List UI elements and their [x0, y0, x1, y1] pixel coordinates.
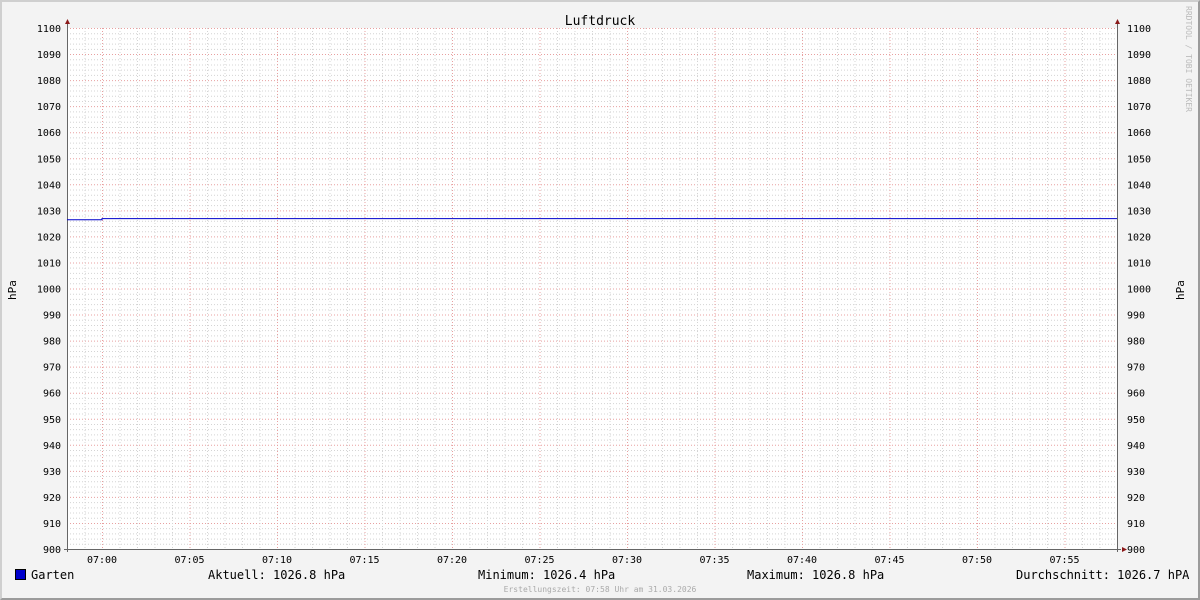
x-tick-label: 07:45 — [874, 555, 904, 566]
x-tick-label: 07:55 — [1049, 555, 1079, 566]
y-tick-label-right: 1100 — [1127, 24, 1151, 35]
x-tick-label: 07:10 — [262, 555, 292, 566]
legend-minimum: Minimum: 1026.4 hPa — [478, 568, 616, 582]
y-tick-label-left: 940 — [43, 441, 61, 452]
y-tick-label-right: 1040 — [1127, 180, 1151, 191]
legend-aktuell: Aktuell: 1026.8 hPa — [208, 568, 346, 582]
y-axis-label-right: hPa — [1174, 280, 1187, 300]
y-tick-label-right: 970 — [1127, 363, 1145, 374]
y-tick-label-right: 950 — [1127, 415, 1145, 426]
chart-title: Luftdruck — [565, 14, 636, 29]
y-tick-label-left: 930 — [43, 467, 61, 478]
x-tick-label: 07:35 — [699, 555, 729, 566]
y-tick-label-right: 960 — [1127, 389, 1145, 400]
y-tick-label-right: 1080 — [1127, 76, 1151, 87]
y-tick-label-right: 940 — [1127, 441, 1145, 452]
x-tick-label: 07:00 — [87, 555, 117, 566]
x-tick-label: 07:50 — [962, 555, 992, 566]
y-tick-label-left: 970 — [43, 363, 61, 374]
y-tick-label-right: 990 — [1127, 311, 1145, 322]
y-tick-label-right: 1050 — [1127, 154, 1151, 165]
y-axis-arrow-right — [1115, 19, 1120, 24]
y-tick-label-left: 1040 — [37, 180, 61, 191]
y-tick-label-left: 1020 — [37, 232, 61, 243]
y-tick-label-left: 950 — [43, 415, 61, 426]
x-axis-arrow — [1122, 547, 1127, 552]
series-line-garten — [67, 218, 1117, 221]
footer-timestamp: Erstellungszeit: 07:58 Uhr am 31.03.2026 — [503, 585, 697, 594]
y-tick-label-left: 910 — [43, 519, 61, 530]
y-tick-label-right: 910 — [1127, 519, 1145, 530]
y-tick-label-left: 1030 — [37, 206, 61, 217]
y-tick-label-left: 1100 — [37, 24, 61, 35]
y-tick-label-left: 1010 — [37, 258, 61, 269]
watermark: RRDTOOL / TOBI OETIKER — [1184, 6, 1193, 112]
y-tick-label-right: 980 — [1127, 337, 1145, 348]
x-tick-label: 07:05 — [174, 555, 204, 566]
y-tick-label-right: 920 — [1127, 493, 1145, 504]
y-tick-label-left: 1050 — [37, 154, 61, 165]
x-tick-label: 07:40 — [787, 555, 817, 566]
y-tick-label-right: 1020 — [1127, 232, 1151, 243]
y-tick-label-left: 900 — [43, 545, 61, 556]
y-tick-label-left: 1070 — [37, 102, 61, 113]
y-tick-label-left: 1080 — [37, 76, 61, 87]
y-tick-label-right: 1010 — [1127, 258, 1151, 269]
y-tick-label-left: 960 — [43, 389, 61, 400]
y-axis-label-left: hPa — [6, 280, 19, 300]
y-tick-label-left: 990 — [43, 311, 61, 322]
y-tick-label-left: 980 — [43, 337, 61, 348]
y-tick-label-right: 1030 — [1127, 206, 1151, 217]
legend-maximum: Maximum: 1026.8 hPa — [747, 568, 885, 582]
y-tick-label-right: 1070 — [1127, 102, 1151, 113]
y-tick-label-left: 1000 — [37, 285, 61, 296]
series-lines — [67, 218, 1117, 221]
y-axis-arrow-left — [65, 19, 70, 24]
x-tick-label: 07:25 — [524, 555, 554, 566]
x-tick-label: 07:15 — [349, 555, 379, 566]
tick-labels: 900 900 910 910 920 920 930 930 940 940 950 950 960 9… — [37, 24, 1151, 566]
legend-swatch — [15, 569, 26, 580]
legend-series: Garten — [15, 568, 74, 582]
y-tick-label-right: 1060 — [1127, 128, 1151, 139]
x-tick-label: 07:20 — [437, 555, 467, 566]
y-tick-label-right: 1000 — [1127, 285, 1151, 296]
y-tick-label-left: 920 — [43, 493, 61, 504]
x-tick-label: 07:30 — [612, 555, 642, 566]
y-tick-label-right: 1090 — [1127, 50, 1151, 61]
y-tick-label-right: 900 — [1127, 545, 1145, 556]
y-tick-label-left: 1060 — [37, 128, 61, 139]
legend-durchschnitt: Durchschnitt: 1026.7 hPA — [1016, 568, 1190, 582]
grid — [64, 19, 1127, 552]
legend-series-name: Garten — [31, 568, 75, 582]
y-tick-label-right: 930 — [1127, 467, 1145, 478]
y-tick-label-left: 1090 — [37, 50, 61, 61]
